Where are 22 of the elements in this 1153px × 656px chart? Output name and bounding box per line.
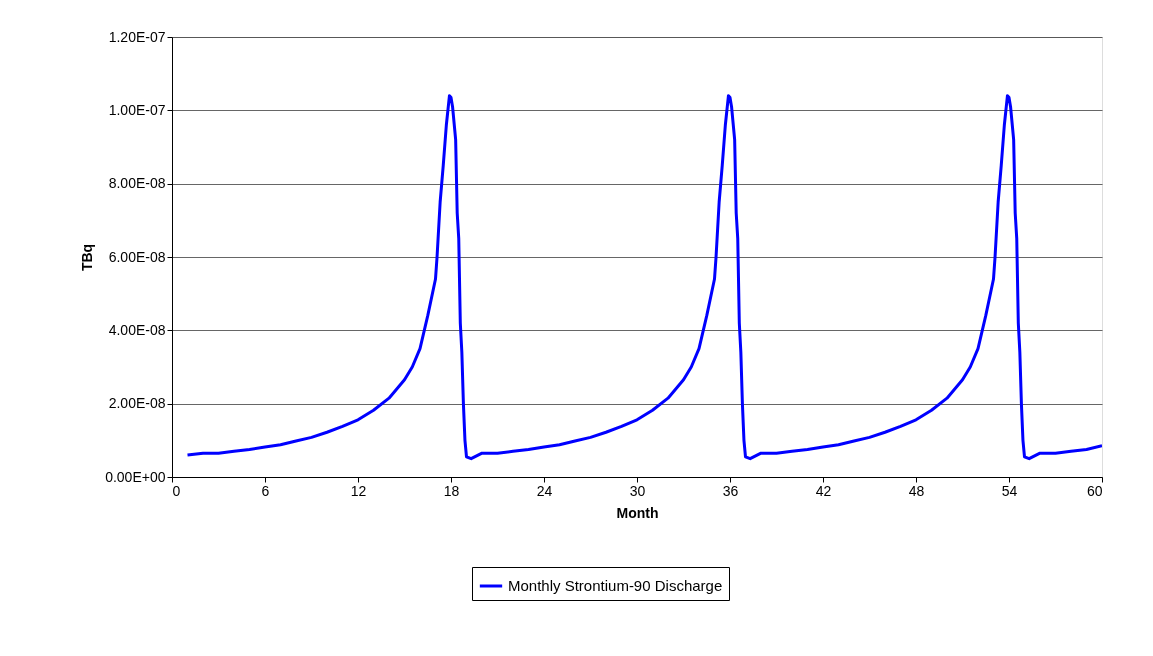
- y-axis-title: TBq: [79, 243, 96, 272]
- x-tick-label: 60: [1086, 482, 1103, 499]
- x-tick-label: 54: [1001, 482, 1018, 499]
- x-tick-label: 30: [629, 482, 646, 499]
- y-tick-label: 1.20E-07: [108, 28, 166, 45]
- x-tick-label: 48: [908, 482, 925, 499]
- y-tick-label: 6.00E-08: [108, 248, 166, 265]
- y-tick-label: 2.00E-08: [108, 395, 166, 412]
- x-tick-label: 6: [261, 482, 270, 499]
- legend-label: Monthly Strontium-90 Discharge: [508, 577, 723, 594]
- x-tick-label: 0: [172, 482, 181, 499]
- line-series: [186, 94, 1102, 461]
- x-tick-label: 12: [350, 482, 367, 499]
- x-axis-title: Month: [616, 504, 659, 521]
- y-tick-label: 1.00E-07: [108, 101, 166, 118]
- y-tick-label: 8.00E-08: [108, 175, 166, 192]
- x-tick-label: 36: [722, 482, 739, 499]
- x-tick-label: 18: [443, 482, 460, 499]
- x-tick-label: 24: [536, 482, 553, 499]
- x-tick-label: 42: [815, 482, 832, 499]
- y-tick-label: 0.00E+00: [105, 468, 166, 485]
- y-tick-label: 4.00E-08: [108, 321, 166, 338]
